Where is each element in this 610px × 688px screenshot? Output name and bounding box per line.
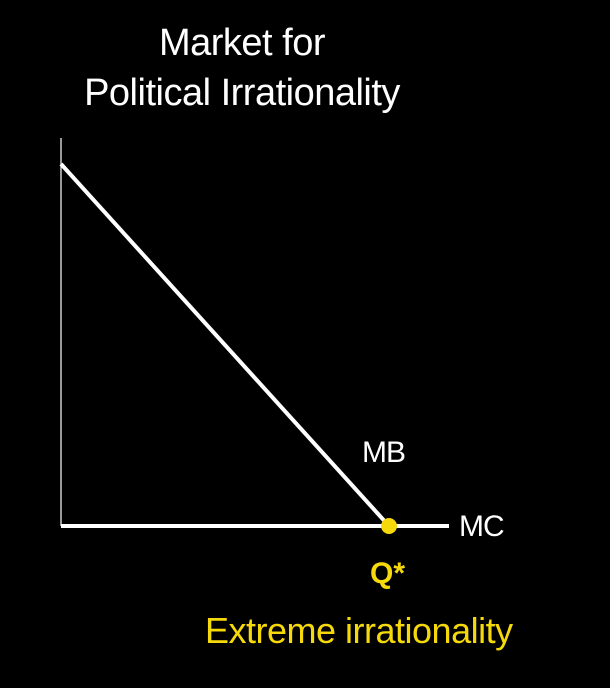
slide-title: Market for Political Irrationality — [0, 18, 484, 118]
mb-label: MB — [362, 436, 406, 469]
title-line-1: Market for — [158, 22, 326, 64]
equilibrium-point — [381, 518, 397, 534]
mb-curve — [59, 162, 391, 528]
title-line-2: Political Irrationality — [84, 72, 400, 114]
mc-label: MC — [459, 510, 505, 543]
equilibrium-quantity-label: Q* — [370, 557, 406, 590]
equilibrium-description: Extreme irrationality — [205, 610, 513, 651]
